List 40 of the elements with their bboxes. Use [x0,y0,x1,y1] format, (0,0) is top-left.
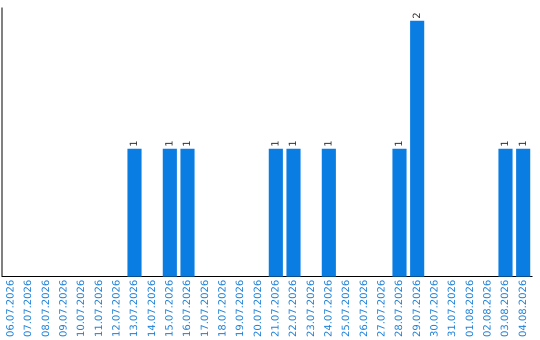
data-label: 1 [518,140,529,147]
x-tick-label: 07.07.2026 [23,280,34,338]
x-tick-label: 04.08.2026 [518,280,529,338]
x-tick-label: 19.07.2026 [235,280,246,338]
data-label: 1 [500,140,512,147]
data-label: 1 [288,140,300,147]
x-tick-label: 09.07.2026 [58,280,70,338]
x-tick-label: 29.07.2026 [412,280,423,338]
x-tick-label: 28.07.2026 [394,280,406,338]
x-tick-label: 24.07.2026 [323,280,334,338]
data-label: 1 [270,140,282,147]
data-label: 2 [412,12,423,19]
x-tick-label: 23.07.2026 [306,280,317,338]
x-tick-label: 01.08.2026 [464,280,476,338]
x-tick-label: 18.07.2026 [217,280,228,338]
data-label: 1 [182,140,194,147]
x-tick-label: 30.07.2026 [429,280,440,338]
x-tick-label: 26.07.2026 [358,280,370,338]
x-tick-label: 02.08.2026 [482,280,494,338]
x-tick-label: 15.07.2026 [164,280,176,338]
x-tick-label: 13.07.2026 [129,280,140,338]
x-tick-label: 22.07.2026 [288,280,300,338]
x-tick-label: 06.07.2026 [5,280,16,338]
x-tick-label: 16.07.2026 [182,280,194,338]
x-tick-label: 31.07.2026 [447,280,458,338]
x-tick-label: 17.07.2026 [200,280,211,338]
data-label: 1 [323,140,334,147]
data-label: 1 [129,140,140,147]
x-tick-label: 08.07.2026 [40,280,52,338]
x-tick-label: 27.07.2026 [376,280,388,338]
x-tick-label: 14.07.2026 [146,280,158,338]
x-tick-label: 20.07.2026 [252,280,264,338]
x-tick-label: 03.08.2026 [500,280,512,338]
x-tick-label: 21.07.2026 [270,280,282,338]
x-tick-label: 11.07.2026 [94,280,105,338]
x-tick-label: 25.07.2026 [341,280,352,338]
data-label: 1 [164,140,176,147]
data-label: 1 [394,140,406,147]
x-tick-label: 12.07.2026 [111,280,122,338]
x-tick-label: 10.07.2026 [76,280,88,338]
